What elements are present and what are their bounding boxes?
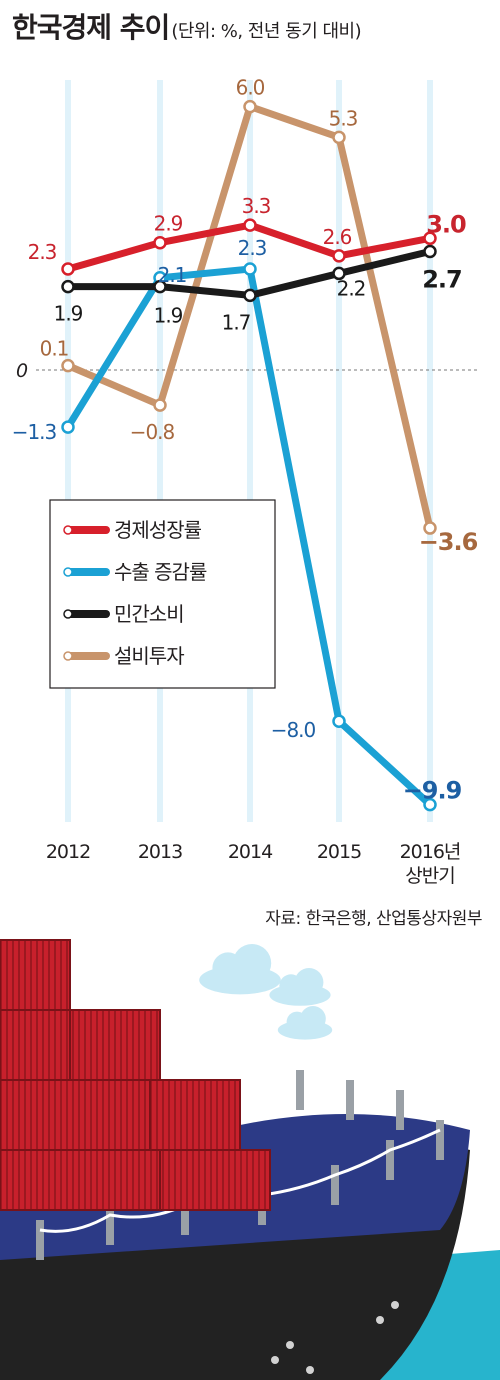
data-point	[423, 797, 437, 812]
subtitle-text: (단위: %, 전년 동기 대비)	[171, 21, 362, 42]
x-tick-label: 2012	[46, 841, 90, 863]
category-band	[157, 80, 163, 822]
title-text: 한국경제 추이	[12, 11, 170, 44]
data-label: −3.6	[419, 528, 478, 556]
railing-post	[36, 1220, 44, 1260]
legend-label: 수출 증감률	[114, 560, 207, 584]
water-splash	[271, 1356, 279, 1364]
cloud	[277, 1006, 333, 1040]
data-point	[423, 231, 437, 246]
data-label: −8.0	[271, 718, 316, 742]
data-labels: 2.3 2.9 3.3 2.6 3.0 −1.3 2.1 2.3 −8.0 −9.9 1.9 1.9 1…	[12, 76, 479, 805]
data-label: −1.3	[12, 420, 57, 444]
x-tick-label: 2013	[138, 841, 182, 863]
data-label: 5.3	[329, 106, 358, 130]
category-band	[247, 80, 253, 822]
water-splash	[376, 1316, 384, 1324]
category-band	[336, 80, 342, 822]
data-point	[61, 279, 75, 294]
railing-post	[396, 1090, 404, 1130]
data-point	[243, 288, 257, 303]
x-tick-label: 2014	[228, 841, 273, 863]
legend-swatch-dot	[63, 525, 73, 535]
data-point	[243, 262, 257, 276]
legend-swatch-dot	[63, 567, 73, 577]
railing-post	[331, 1165, 339, 1205]
zero-tick-label: 0	[16, 360, 28, 382]
shipping-container	[0, 1149, 161, 1211]
data-label: 6.0	[236, 76, 265, 100]
category-band	[65, 80, 71, 822]
source-note: 자료: 한국은행, 산업통상자원부	[265, 909, 482, 929]
data-label: 2.6	[323, 225, 352, 249]
railing-post	[346, 1080, 354, 1120]
data-label: 0.1	[40, 337, 69, 361]
data-point	[332, 249, 346, 263]
data-point	[61, 420, 75, 434]
shipping-container	[159, 1149, 271, 1211]
data-point	[153, 279, 167, 294]
data-label: 2.2	[337, 276, 366, 300]
chart-title: 한국경제 추이 (단위: %, 전년 동기 대비)	[12, 6, 362, 52]
data-label: 1.9	[154, 304, 183, 328]
data-label: 2.7	[422, 265, 462, 293]
data-label: 3.0	[426, 210, 466, 238]
data-label: 1.9	[54, 302, 83, 326]
data-label: −0.8	[130, 420, 175, 444]
railing-post	[436, 1120, 444, 1160]
data-label: 2.1	[158, 263, 187, 287]
data-label: 2.3	[28, 240, 57, 264]
railing-post	[296, 1070, 304, 1110]
data-label: −9.9	[403, 777, 462, 805]
data-label: 2.9	[154, 212, 183, 236]
data-point	[332, 714, 346, 728]
data-point	[423, 521, 437, 535]
legend-label: 설비투자	[114, 644, 184, 668]
data-point	[423, 244, 437, 259]
x-tick-label: 상반기	[405, 865, 454, 887]
data-point	[332, 266, 346, 281]
shipping-container	[149, 1079, 241, 1151]
water-splash	[306, 1366, 314, 1374]
data-label: 2.3	[238, 236, 267, 260]
data-label: 3.3	[242, 194, 271, 218]
x-tick-label: 2015	[317, 841, 361, 863]
cloud	[199, 944, 281, 995]
railing-post	[181, 1195, 189, 1235]
legend-swatch-dot	[63, 651, 73, 661]
shipping-container	[69, 1009, 161, 1081]
x-tick-label: 2016년	[400, 841, 461, 863]
legend-label: 경제성장률	[114, 518, 202, 542]
data-point	[153, 235, 167, 250]
data-point	[243, 99, 257, 114]
category-bands	[65, 80, 433, 822]
legend-label: 민간소비	[114, 602, 184, 626]
shipping-container	[0, 939, 71, 1011]
cloud	[269, 968, 331, 1006]
data-point	[243, 218, 257, 232]
water-splash	[286, 1341, 294, 1349]
cargo-ship-illustration	[0, 939, 500, 1380]
category-band	[427, 80, 433, 822]
water-splash	[391, 1301, 399, 1309]
railing-post	[386, 1140, 394, 1180]
data-point	[61, 262, 75, 276]
shipping-container	[0, 1079, 151, 1151]
data-label: 1.7	[222, 310, 251, 334]
data-point	[332, 130, 346, 145]
series-lines	[61, 99, 437, 812]
data-point	[153, 398, 167, 412]
railing-post	[106, 1205, 114, 1245]
data-point	[61, 358, 75, 373]
legend-swatch-dot	[63, 609, 73, 619]
